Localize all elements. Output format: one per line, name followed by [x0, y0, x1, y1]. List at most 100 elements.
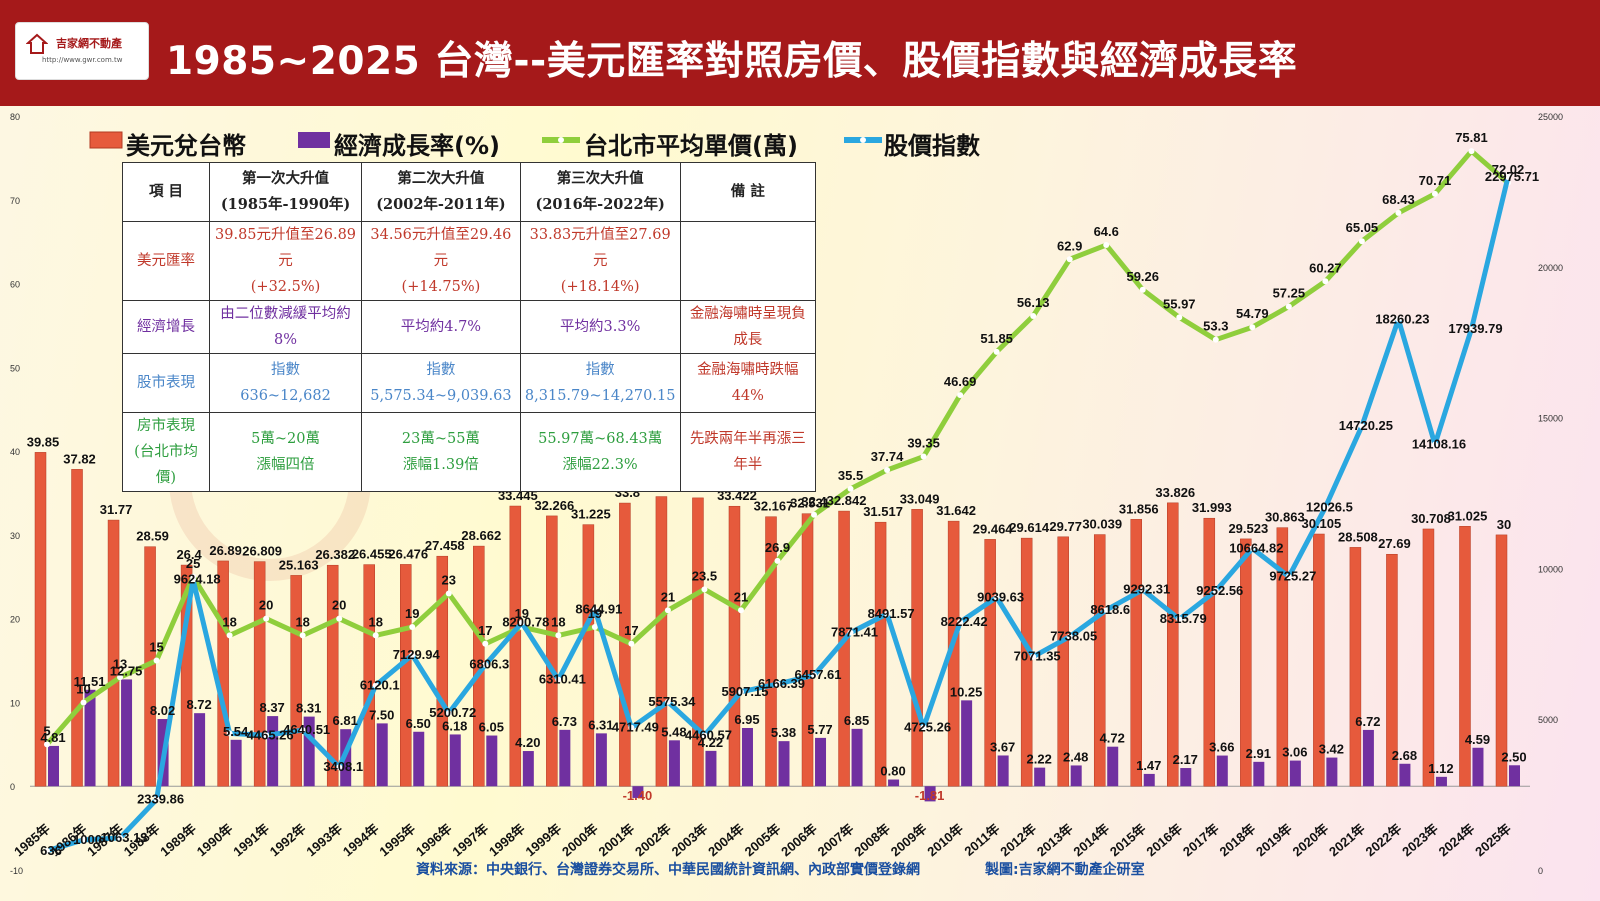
house-price-label: 56.13: [1017, 295, 1050, 310]
house-price-point: [811, 511, 818, 518]
house-price-point: [1139, 286, 1146, 293]
house-price-label: 59.26: [1126, 269, 1159, 284]
stock-index-label: 9725.27: [1269, 569, 1316, 584]
usd-bar: [217, 560, 229, 787]
house-price-point: [1103, 242, 1110, 249]
usd-data-label: 30: [1497, 517, 1511, 532]
stock-index-label: 9252.56: [1196, 583, 1243, 598]
usd-data-label: 26.476: [388, 546, 428, 561]
gdp-bar: [1472, 747, 1484, 787]
house-price-label: 21: [661, 589, 675, 604]
house-price-point: [1212, 336, 1219, 343]
gdp-data-label: 12.75: [110, 663, 143, 678]
gdp-data-label: 5.48: [661, 724, 686, 739]
house-price-point: [409, 624, 416, 631]
right-axis-tick-label: 20000: [1538, 263, 1563, 273]
gdp-data-label: -1.81: [915, 788, 945, 803]
table-header-cell: 項 目: [122, 162, 210, 222]
gdp-bar: [1399, 763, 1411, 787]
stock-index-point: [153, 796, 160, 803]
usd-bar: [692, 497, 704, 787]
x-axis-year-label: 1996年: [413, 821, 455, 859]
gdp-data-label: 4.22: [698, 735, 723, 750]
house-price-label: 20: [259, 598, 273, 613]
house-price-point: [957, 392, 964, 399]
house-price-point: [993, 348, 1000, 355]
house-price-label: 32.4: [801, 494, 827, 509]
stock-index-point: [1176, 616, 1183, 623]
stock-index-point: [1468, 325, 1475, 332]
stock-index-point: [226, 730, 233, 737]
gdp-data-label: 6.31: [588, 717, 613, 732]
usd-data-label: 37.82: [63, 451, 96, 466]
table-header-row: 項 目 第一次大升值 (1985年-1990年) 第二次大升值 (2002年-2…: [122, 162, 817, 222]
usd-data-label: 31.225: [571, 507, 611, 522]
usd-data-label: 32.266: [534, 498, 574, 513]
usd-bar: [1203, 517, 1216, 787]
stock-index-label: 4725.26: [904, 719, 951, 734]
gdp-data-label: -1.40: [623, 788, 653, 803]
x-axis-year-label: 1997年: [449, 821, 491, 859]
x-axis-year-label: 1989年: [157, 821, 199, 859]
x-axis-year-label: 2009年: [888, 821, 930, 859]
stock-index-point: [993, 594, 1000, 601]
table-cell: 5萬~20萬 漲幅四倍: [208, 412, 363, 492]
usd-data-label: 31.517: [863, 504, 903, 519]
x-axis-year-label: 2003年: [669, 821, 711, 859]
gdp-data-label: 8.72: [186, 697, 211, 712]
gdp-data-label: 4.72: [1100, 731, 1125, 746]
usd-data-label: 27.458: [425, 538, 465, 553]
table-row: 經濟增長 由二位數減緩平均約8% 平均約4.7% 平均約3.3% 金融海嘯時呈現…: [122, 300, 817, 354]
usd-data-label: 26.809: [242, 544, 282, 559]
house-price-point: [701, 586, 708, 593]
house-price-point: [153, 657, 160, 664]
x-axis-year-label: 2022年: [1363, 821, 1405, 859]
stock-index-point: [1395, 316, 1402, 323]
house-price-label: 13: [113, 656, 127, 671]
stock-index-point: [1030, 653, 1037, 660]
x-axis-year-label: 1993年: [303, 821, 345, 859]
gdp-bar: [888, 779, 900, 787]
stock-index-point: [701, 732, 708, 739]
gdp-data-label: 2.50: [1501, 749, 1526, 764]
house-price-point: [226, 632, 233, 639]
usd-data-label: 31.993: [1192, 500, 1232, 515]
gdp-bar: [1435, 776, 1447, 787]
table-cell: 34.56元升值至29.46元 (+14.75%): [361, 221, 521, 301]
house-price-label: 19: [515, 606, 529, 621]
stock-index-label: 7738.05: [1050, 629, 1097, 644]
usd-bar: [34, 452, 47, 787]
usd-data-label: 26.455: [352, 547, 392, 562]
stock-index-point: [518, 619, 525, 626]
gdp-data-label: 7.50: [369, 707, 394, 722]
gdp-bar: [486, 735, 498, 787]
stock-index-point: [336, 764, 343, 771]
gdp-bar: [1180, 768, 1192, 787]
legend-gdp-swatch: [298, 132, 330, 148]
house-price-label: 23.5: [692, 568, 717, 583]
stock-index-point: [117, 834, 124, 841]
brand-logo: 吉家網不動產 http://www.gwr.com.tw: [15, 22, 149, 80]
stock-index-label: 5200.72: [429, 705, 476, 720]
stock-index-point: [957, 619, 964, 626]
gdp-data-label: 3.67: [990, 739, 1015, 754]
stock-index-label: 6310.41: [539, 672, 586, 687]
gdp-data-label: 4.81: [40, 730, 65, 745]
x-axis-year-label: 2002年: [632, 821, 674, 859]
left-axis-tick-label: 70: [10, 196, 20, 206]
stock-index-point: [920, 724, 927, 731]
stock-index-point: [1249, 545, 1256, 552]
stock-index-label: 10664.82: [1229, 540, 1283, 555]
stock-index-label: 22975.71: [1485, 169, 1539, 184]
x-axis-year-label: 2019年: [1253, 821, 1295, 859]
table-cell: 由二位數減緩平均約8%: [208, 300, 363, 354]
usd-data-label: 25.163: [279, 557, 319, 572]
gdp-data-label: 1.12: [1428, 761, 1453, 776]
house-price-label: 65.05: [1346, 220, 1379, 235]
gdp-bar: [1107, 746, 1119, 787]
house-price-label: 26.9: [765, 540, 790, 555]
house-price-label: 17: [624, 623, 638, 638]
house-price-point: [737, 607, 744, 614]
usd-data-label: 28.508: [1338, 529, 1378, 544]
